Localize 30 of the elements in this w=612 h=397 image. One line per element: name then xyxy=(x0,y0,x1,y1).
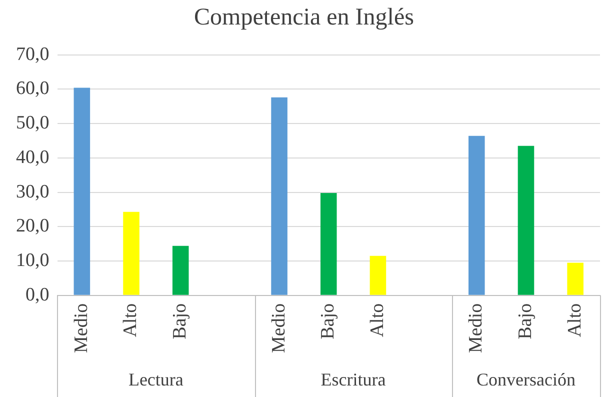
x-tick-label: Bajo xyxy=(318,303,339,340)
y-tick-label: 40,0 xyxy=(16,146,50,168)
bar xyxy=(320,192,337,295)
chart-title: Competencia en Inglés xyxy=(194,4,414,31)
x-tick-label: Alto xyxy=(366,303,388,338)
text: Lectura xyxy=(128,370,184,390)
bar xyxy=(370,256,386,295)
x-tick-label: Medio xyxy=(466,303,487,354)
y-tick-label: 50,0 xyxy=(16,112,50,134)
text: Escritura xyxy=(320,370,386,390)
text: Conversación xyxy=(476,370,576,390)
bar xyxy=(567,262,584,295)
x-tick-label: Bajo xyxy=(170,303,191,340)
x-tick-label: Medio xyxy=(268,303,290,354)
bar xyxy=(123,212,140,295)
y-tick-label: 10,0 xyxy=(16,250,50,272)
bar xyxy=(74,88,90,295)
x-tick-label: Alto xyxy=(564,303,586,338)
y-tick-label: 0,0 xyxy=(26,284,50,306)
bar xyxy=(172,246,189,295)
bar xyxy=(518,146,534,295)
y-tick-label: 60,0 xyxy=(16,78,50,100)
x-tick-label: Medio xyxy=(70,303,92,354)
x-tick-label: Bajo xyxy=(514,303,536,340)
y-tick-label: 20,0 xyxy=(16,216,50,237)
y-tick-label: 30,0 xyxy=(16,181,50,202)
x-tick-label: Alto xyxy=(120,303,142,338)
y-tick-label: 70,0 xyxy=(16,44,50,65)
bar xyxy=(468,136,485,295)
bar xyxy=(271,97,288,295)
